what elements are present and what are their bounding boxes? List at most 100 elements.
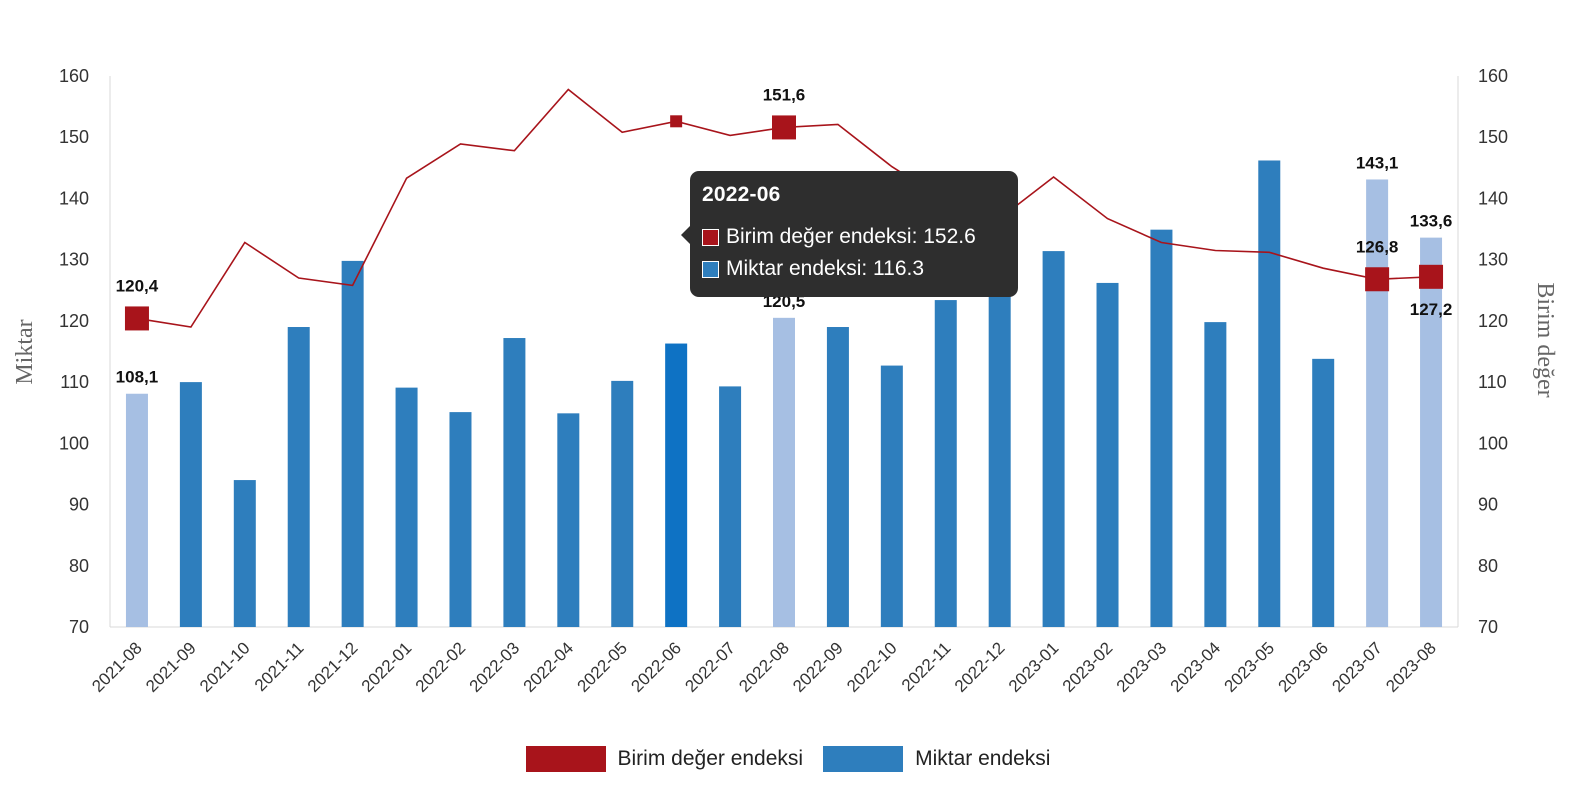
bar	[1366, 179, 1389, 627]
line-marker	[124, 306, 149, 331]
y-tick-label-right: 120	[1478, 311, 1508, 331]
x-tick-label: 2023-06	[1274, 638, 1332, 696]
y-tick-label-left: 120	[59, 311, 89, 331]
x-tick-label: 2021-11	[251, 638, 308, 695]
data-label: 108,1	[116, 368, 159, 387]
line-marker	[1365, 267, 1390, 292]
y-tick-label-right: 90	[1478, 495, 1498, 515]
y-tick-label-right: 100	[1478, 433, 1508, 453]
x-tick-label: 2021-12	[304, 638, 362, 696]
y-tick-label-right: 80	[1478, 556, 1498, 576]
data-label: 143,1	[1356, 153, 1399, 172]
legend-label-birim: Birim değer endeksi	[617, 747, 804, 770]
y-tick-label-right: 70	[1478, 617, 1498, 637]
legend-swatch-birim	[525, 746, 606, 772]
data-label: 126,8	[1356, 237, 1399, 256]
x-tick-label: 2021-10	[196, 638, 254, 696]
bar	[233, 480, 256, 627]
bar	[719, 386, 742, 627]
bar	[988, 233, 1011, 627]
bar	[395, 387, 418, 627]
bar	[557, 413, 580, 627]
x-tick-label: 2023-03	[1113, 638, 1171, 696]
data-label: 151,6	[763, 85, 806, 104]
x-tick-label: 2022-06	[627, 638, 685, 696]
bar-series	[125, 160, 1443, 628]
x-tick-label: 2023-07	[1328, 638, 1386, 696]
bar	[1420, 237, 1443, 628]
x-tick-label: 2023-04	[1167, 638, 1225, 696]
bar	[1042, 251, 1065, 627]
x-tick-label: 2023-05	[1221, 638, 1279, 696]
data-label: 133,6	[1410, 212, 1453, 231]
legend-item-miktar[interactable]: Miktar endeksi	[823, 746, 1050, 772]
x-tick-label: 2022-09	[789, 638, 847, 696]
y-tick-label-right: 130	[1478, 250, 1508, 270]
y-tick-label-right: 160	[1478, 66, 1508, 86]
x-tick-label: 2022-07	[681, 638, 739, 696]
y-tick-label-left: 90	[69, 495, 89, 515]
bar	[611, 380, 634, 627]
x-tick-label: 2022-03	[466, 638, 524, 696]
x-tick-label: 2021-08	[88, 638, 146, 696]
x-tick-label: 2022-11	[898, 638, 955, 695]
tooltip-swatch-miktar	[702, 260, 719, 278]
tooltip-row-birim: Birim değer endeksi: 152.6	[702, 221, 1006, 253]
y-tick-label-right: 110	[1478, 372, 1507, 392]
line-marker	[670, 115, 683, 128]
bar	[665, 343, 688, 627]
x-tick-label: 2022-02	[412, 638, 470, 696]
y-tick-label-left: 110	[60, 372, 89, 392]
tooltip-title: 2022-06	[702, 183, 781, 206]
bar	[1096, 282, 1119, 627]
bar	[934, 300, 957, 627]
x-tick-label: 2023-01	[1005, 638, 1063, 696]
combo-chart: 70 70 80 80 90 90 100 100 110 110 120 120 130 130 140 1…	[12, 66, 1558, 696]
y-tick-label-right: 140	[1478, 188, 1508, 208]
x-tick-label: 2023-02	[1059, 638, 1117, 696]
tooltip-label-birim: Birim değer endeksi: 152.6	[726, 225, 976, 248]
legend-label-miktar: Miktar endeksi	[915, 747, 1051, 770]
y-axis-title-right: Birim değer	[1532, 282, 1558, 397]
bar	[287, 327, 310, 627]
x-tick-label: 2022-08	[735, 638, 793, 696]
bar	[1258, 160, 1281, 627]
y-tick-label-left: 140	[59, 188, 89, 208]
x-tick-label: 2022-01	[358, 638, 416, 696]
tooltip-swatch-birim	[702, 228, 719, 246]
x-tick-label: 2023-08	[1382, 638, 1440, 696]
bar	[125, 393, 148, 627]
x-tick-label: 2021-09	[142, 638, 200, 696]
bar	[1204, 322, 1227, 627]
bar	[826, 327, 849, 627]
y-tick-label-left: 150	[59, 127, 89, 147]
x-tick-label: 2022-12	[951, 638, 1009, 696]
legend-swatch-miktar	[823, 746, 904, 772]
x-tick-label: 2022-04	[520, 638, 578, 696]
legend: Birim değer endeksi Miktar endeksi	[0, 746, 1576, 772]
bar	[1150, 229, 1173, 627]
bar	[449, 412, 472, 627]
line-marker	[1419, 264, 1444, 289]
y-axis-title-left: Miktar	[12, 319, 38, 384]
line-marker	[772, 115, 796, 140]
bar	[179, 382, 202, 627]
y-tick-label-left: 100	[59, 433, 89, 453]
legend-item-birim[interactable]: Birim değer endeksi	[525, 746, 804, 772]
bar	[880, 365, 903, 627]
data-label: 120,4	[116, 276, 159, 295]
y-tick-label-left: 160	[59, 66, 89, 86]
bar	[773, 317, 795, 627]
x-tick-label: 2022-05	[574, 638, 632, 696]
y-tick-label-left: 70	[69, 617, 89, 637]
line-series	[124, 88, 1444, 331]
x-tick-label: 2022-10	[843, 638, 901, 696]
bar	[341, 260, 364, 627]
bar	[1312, 358, 1335, 627]
data-label: 127,2	[1410, 300, 1453, 319]
y-tick-label-left: 80	[69, 556, 89, 576]
hover-tooltip: 2022-06 Birim değer endeksi: 152.6 Mikta…	[681, 171, 1018, 297]
y-tick-label-right: 150	[1478, 127, 1508, 147]
tooltip-label-miktar: Miktar endeksi: 116.3	[726, 257, 925, 280]
y-tick-label-left: 130	[59, 250, 89, 270]
